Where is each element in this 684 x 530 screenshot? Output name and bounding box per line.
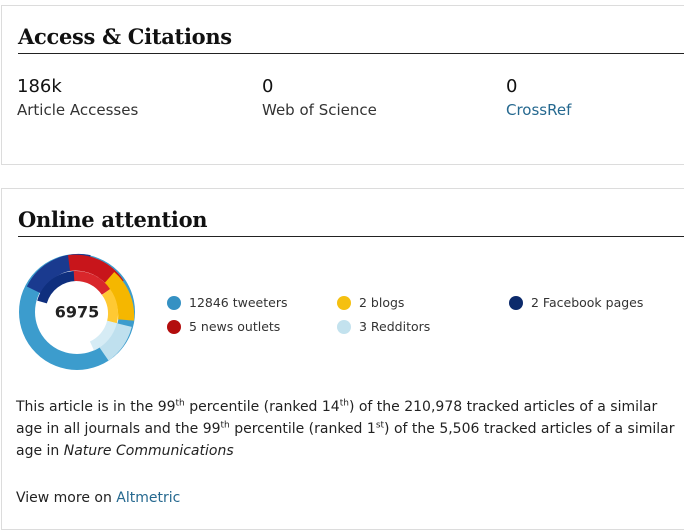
legend-label: 2 Facebook pages xyxy=(531,295,644,310)
attention-score: 6975 xyxy=(55,303,100,322)
legend-dot xyxy=(337,320,351,334)
legend-dot xyxy=(337,296,351,310)
summary-part: ) of the 210,978 tracked articles of a s… xyxy=(16,399,662,437)
legend-dot xyxy=(167,320,181,334)
legend-item: 2 Facebook pages xyxy=(509,295,643,310)
access-card: Access & Citations 186k Article Accesses 0… xyxy=(1,5,684,165)
view-more: View more on Altmetric xyxy=(16,490,180,506)
legend-item: 5 news outlets xyxy=(167,319,280,334)
section-title: Access & Citations xyxy=(18,24,232,49)
metric-label: Article Accesses xyxy=(17,101,139,119)
legend-label: 3 Redditors xyxy=(359,319,431,334)
section-title: Online attention xyxy=(18,207,208,232)
legend-item: 12846 tweeters xyxy=(167,295,288,310)
metric-value: 186k xyxy=(17,76,62,97)
metric: 0 CrossRef xyxy=(506,76,571,119)
attention-card: Online attention xyxy=(1,188,684,530)
altmetric-donut[interactable]: 6975 xyxy=(14,250,140,376)
metric-value: 0 xyxy=(506,76,518,97)
metric-label: Web of Science xyxy=(262,101,377,119)
summary-part: This article is in the 99 xyxy=(16,399,176,415)
legend-label: 12846 tweeters xyxy=(189,295,288,310)
summary-part: st xyxy=(375,420,385,431)
title-rule xyxy=(18,53,684,54)
summary-part: ) of the 5,506 tracked articles of a sim… xyxy=(16,421,679,459)
summary: This article is in the 99th percentile (… xyxy=(16,396,680,462)
summary-part: Nature Communications xyxy=(63,443,234,459)
summary-part: th xyxy=(339,398,349,409)
legend-item: 2 blogs xyxy=(337,295,404,310)
metric-value: 0 xyxy=(262,76,274,97)
summary-part: th xyxy=(220,420,230,431)
legend-dot xyxy=(509,296,523,310)
page: Access & Citations 186k Article Accesses 0… xyxy=(1,5,684,530)
metric: 0 Web of Science xyxy=(262,76,377,119)
metric: 186k Article Accesses xyxy=(17,76,138,119)
title-rule xyxy=(18,236,684,237)
view-more-prefix: View more on xyxy=(16,490,112,506)
legend-item: 3 Redditors xyxy=(337,319,430,334)
summary-part: th xyxy=(175,398,185,409)
legend-dot xyxy=(167,296,181,310)
legend-label: 5 news outlets xyxy=(189,319,281,334)
summary-part: percentile (ranked 1 xyxy=(229,421,376,437)
summary-part: percentile (ranked 14 xyxy=(184,399,340,415)
altmetric-link[interactable]: Altmetric xyxy=(116,490,181,506)
metric-label[interactable]: CrossRef xyxy=(506,101,572,119)
legend-label: 2 blogs xyxy=(359,295,405,310)
